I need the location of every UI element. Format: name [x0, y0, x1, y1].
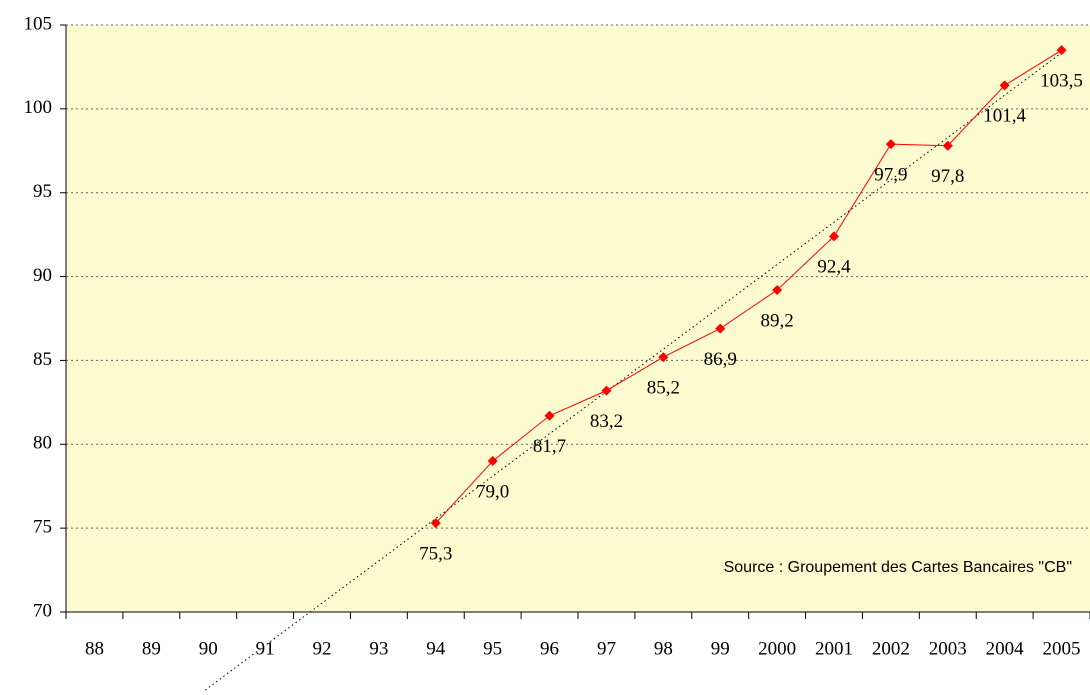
x-tick-label: 2003 [929, 638, 967, 659]
y-tick-label: 105 [24, 13, 53, 34]
x-tick-label: 90 [199, 638, 218, 659]
x-tick-label: 96 [540, 638, 559, 659]
data-marker [715, 323, 726, 334]
annotation: Source : Groupement des Cartes Bancaires… [724, 559, 1072, 576]
x-tick-label: 2002 [872, 638, 910, 659]
x-tick-label: 97 [597, 638, 616, 659]
x-tick-label: 92 [313, 638, 332, 659]
series-line [435, 49, 1062, 524]
x-tick-label: 99 [711, 638, 730, 659]
x-tick-label: 94 [426, 638, 446, 659]
data-marker [544, 410, 555, 421]
y-tick-label: 80 [33, 433, 52, 454]
data-marker [430, 518, 441, 529]
data-marker [829, 231, 839, 242]
data-label: 103,5 [1040, 71, 1083, 92]
data-marker [999, 80, 1010, 91]
x-tick-label: 2001 [815, 638, 853, 659]
data-marker [942, 140, 953, 151]
data-label: 83,2 [590, 411, 623, 432]
y-tick-label: 95 [33, 181, 52, 202]
x-tick-label: 88 [85, 638, 104, 659]
data-marker [772, 284, 783, 295]
data-label: 92,4 [817, 257, 851, 278]
data-label: 75,3 [419, 543, 452, 564]
data-marker [601, 385, 612, 396]
data-label: 101,4 [983, 106, 1026, 127]
x-tick-label: 91 [256, 638, 275, 659]
data-label: 97,8 [931, 166, 964, 187]
data-label: 85,2 [647, 377, 680, 398]
data-label: 97,9 [874, 164, 907, 185]
data-marker [1056, 45, 1067, 56]
y-tick-label: 75 [33, 517, 52, 538]
x-tick-label: 2000 [758, 638, 796, 659]
plot-area [66, 25, 1090, 612]
data-marker [885, 139, 896, 150]
x-tick-label: 95 [483, 638, 502, 659]
data-label: 86,9 [704, 349, 737, 370]
data-label: 81,7 [533, 436, 566, 457]
x-tick-label: 2005 [1043, 638, 1081, 659]
x-tick-label: 98 [654, 638, 673, 659]
y-tick-label: 90 [33, 265, 52, 286]
x-tick-label: 93 [369, 638, 388, 659]
data-label: 79,0 [476, 481, 509, 502]
data-marker [487, 456, 498, 467]
x-tick-label: 89 [142, 638, 161, 659]
x-tick-label: 2004 [986, 638, 1025, 659]
data-label: 89,2 [760, 310, 793, 331]
y-tick-label: 70 [33, 600, 52, 621]
y-tick-label: 85 [33, 349, 52, 370]
data-marker [658, 352, 669, 363]
y-tick-label: 100 [24, 97, 53, 118]
